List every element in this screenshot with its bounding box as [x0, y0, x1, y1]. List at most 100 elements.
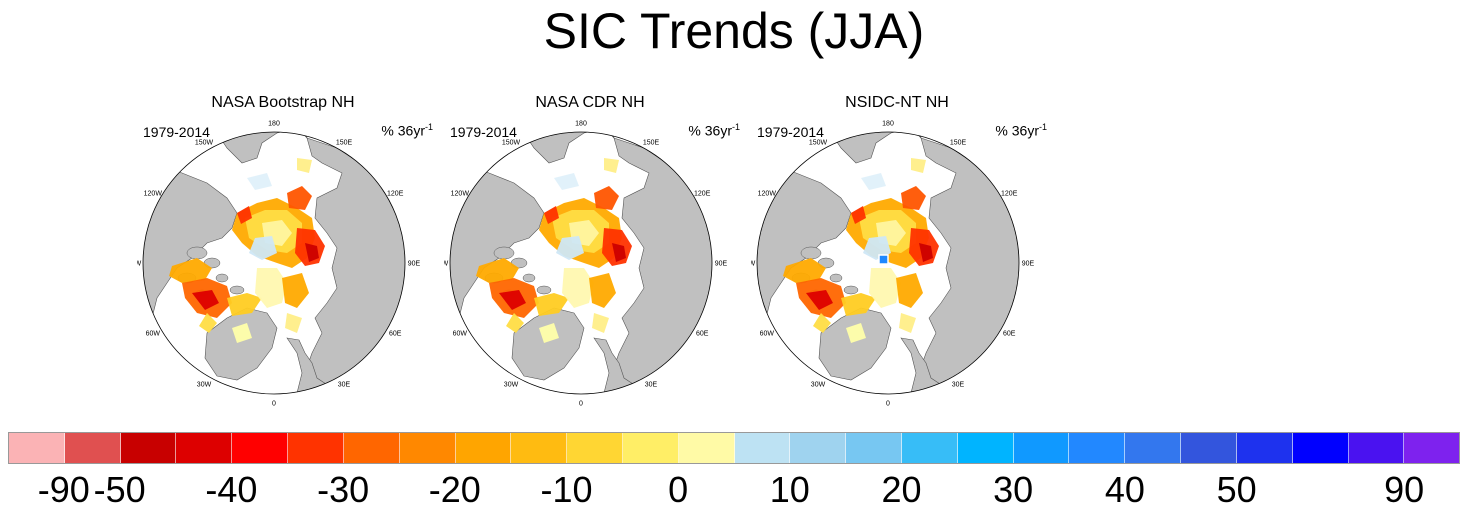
ice-trend-patch: [813, 313, 831, 333]
map-border: [142, 131, 406, 395]
colorbar-swatch: [1013, 433, 1070, 463]
ice-trend-patch: [594, 186, 619, 210]
longitude-label: 90E: [715, 261, 728, 268]
colorbar-swatch: [678, 433, 735, 463]
longitude-label: 120E: [694, 191, 711, 198]
ice-trend-patch: [544, 206, 559, 224]
longitude-label: 0: [886, 401, 890, 408]
longitude-label: 150E: [950, 139, 967, 146]
colorbar-tick-label: -20: [428, 469, 481, 510]
colorbar-tick-label: 10: [769, 469, 810, 510]
colorbar-swatch: [399, 433, 456, 463]
colorbar-swatch: [1348, 433, 1405, 463]
colorbar-swatch: [902, 433, 958, 463]
colorbar-swatch: [232, 433, 289, 463]
map-panel: NSIDC-NT NH 1979-2014 % 36yr-1 180 150E 120E 9…: [751, 94, 1057, 408]
ice-trend-patch: [249, 236, 277, 260]
longitude-label: 90E: [1022, 261, 1035, 268]
colorbar-swatch: [1181, 433, 1237, 463]
colorbar-swatch: [288, 433, 344, 463]
ice-trend-patch: [851, 206, 866, 224]
ice-trend-patch: [285, 313, 302, 333]
ice-trend-patch: [199, 313, 217, 333]
longitude-label: 90E: [408, 261, 421, 268]
panel-title: NASA CDR NH: [535, 94, 645, 111]
longitude-label: 120W: [758, 191, 777, 198]
island: [493, 246, 515, 260]
ice-trend-patch: [247, 173, 272, 190]
colorbar-swatch: [511, 433, 568, 463]
longitude-label: 150W: [502, 139, 521, 146]
ice-trend-patch: [287, 186, 312, 210]
longitude-label: 120W: [144, 191, 163, 198]
ice-trend-patch: [612, 243, 626, 262]
colorbar-swatch: [120, 433, 177, 463]
colorbar-tick-label: 40: [1104, 469, 1145, 510]
island: [229, 285, 245, 295]
panel-period: 1979-2014: [143, 124, 210, 140]
longitude-label: 0: [272, 401, 276, 408]
ice-trend-patch: [911, 158, 926, 173]
panel-period: 1979-2014: [450, 124, 517, 140]
pole-hole-marker: [878, 254, 889, 265]
ice-trend-patch: [305, 243, 319, 262]
map-border: [756, 131, 1020, 395]
ice-trend-patch: [476, 258, 519, 283]
ice-trend-patch: [863, 236, 891, 260]
ice-trend-patch: [232, 323, 252, 343]
longitude-label: 60E: [1003, 331, 1016, 338]
polar-map: 180 150E 120E 90E 60E 30E 0 30W 60W 90W 120W 150W: [137, 121, 421, 408]
colorbar-swatch: [1236, 433, 1293, 463]
longitude-label: 90W: [137, 261, 142, 268]
colorbar-swatch: [622, 433, 679, 463]
units-text: % 36yr: [688, 122, 732, 139]
units-text: % 36yr: [381, 122, 425, 139]
longitude-label: 30W: [811, 382, 826, 389]
longitude-label: 150W: [195, 139, 214, 146]
landmass-bering: [513, 132, 615, 164]
ice-trend-patch: [556, 236, 584, 260]
colorbar-swatch: [957, 433, 1014, 463]
colorbar-swatch: [567, 433, 623, 463]
colorbar-tick-label: -40: [205, 469, 258, 510]
longitude-label: 90W: [751, 261, 756, 268]
ice-trend-patch: [869, 268, 901, 308]
ice-trend-patch: [506, 313, 524, 333]
longitude-label: 60W: [760, 331, 775, 338]
colorbar-swatch: [343, 433, 400, 463]
ice-trend-patch: [169, 258, 212, 283]
ice-trend-patch: [534, 293, 569, 316]
longitude-label: 150E: [643, 139, 660, 146]
panel-units: % 36yr-1: [381, 122, 433, 139]
colorbar-tick-label: -90: [37, 469, 90, 510]
island: [843, 285, 859, 295]
ice-trend-patch: [861, 173, 886, 190]
landmass-bering: [820, 132, 922, 164]
ice-trend-patch: [841, 293, 876, 316]
island: [522, 273, 536, 283]
longitude-label: 30E: [645, 382, 658, 389]
colorbar-tick-label: 20: [881, 469, 922, 510]
island: [186, 246, 208, 260]
longitude-label: 120W: [451, 191, 470, 198]
colorbar-swatch: [9, 433, 65, 463]
ice-trend-patch: [255, 268, 287, 308]
colorbar-swatch: [790, 433, 847, 463]
units-exponent: -1: [1038, 122, 1047, 132]
map-border: [449, 131, 713, 395]
ice-trend-patch: [592, 313, 609, 333]
landmass-bering: [206, 132, 308, 164]
colorbar-tick-label: 90: [1384, 469, 1425, 510]
longitude-label: 180: [882, 121, 894, 128]
colorbar-tick-label: 30: [993, 469, 1034, 510]
units-exponent: -1: [424, 122, 433, 132]
longitude-label: 90W: [444, 261, 449, 268]
longitude-label: 60E: [389, 331, 402, 338]
landmass-north-america: [143, 157, 238, 329]
longitude-label: 120E: [387, 191, 404, 198]
colorbar-swatch: [64, 433, 121, 463]
ice-trend-patch: [783, 258, 826, 283]
colorbar-swatch: [455, 433, 512, 463]
island: [800, 246, 822, 260]
longitude-label: 0: [579, 401, 583, 408]
